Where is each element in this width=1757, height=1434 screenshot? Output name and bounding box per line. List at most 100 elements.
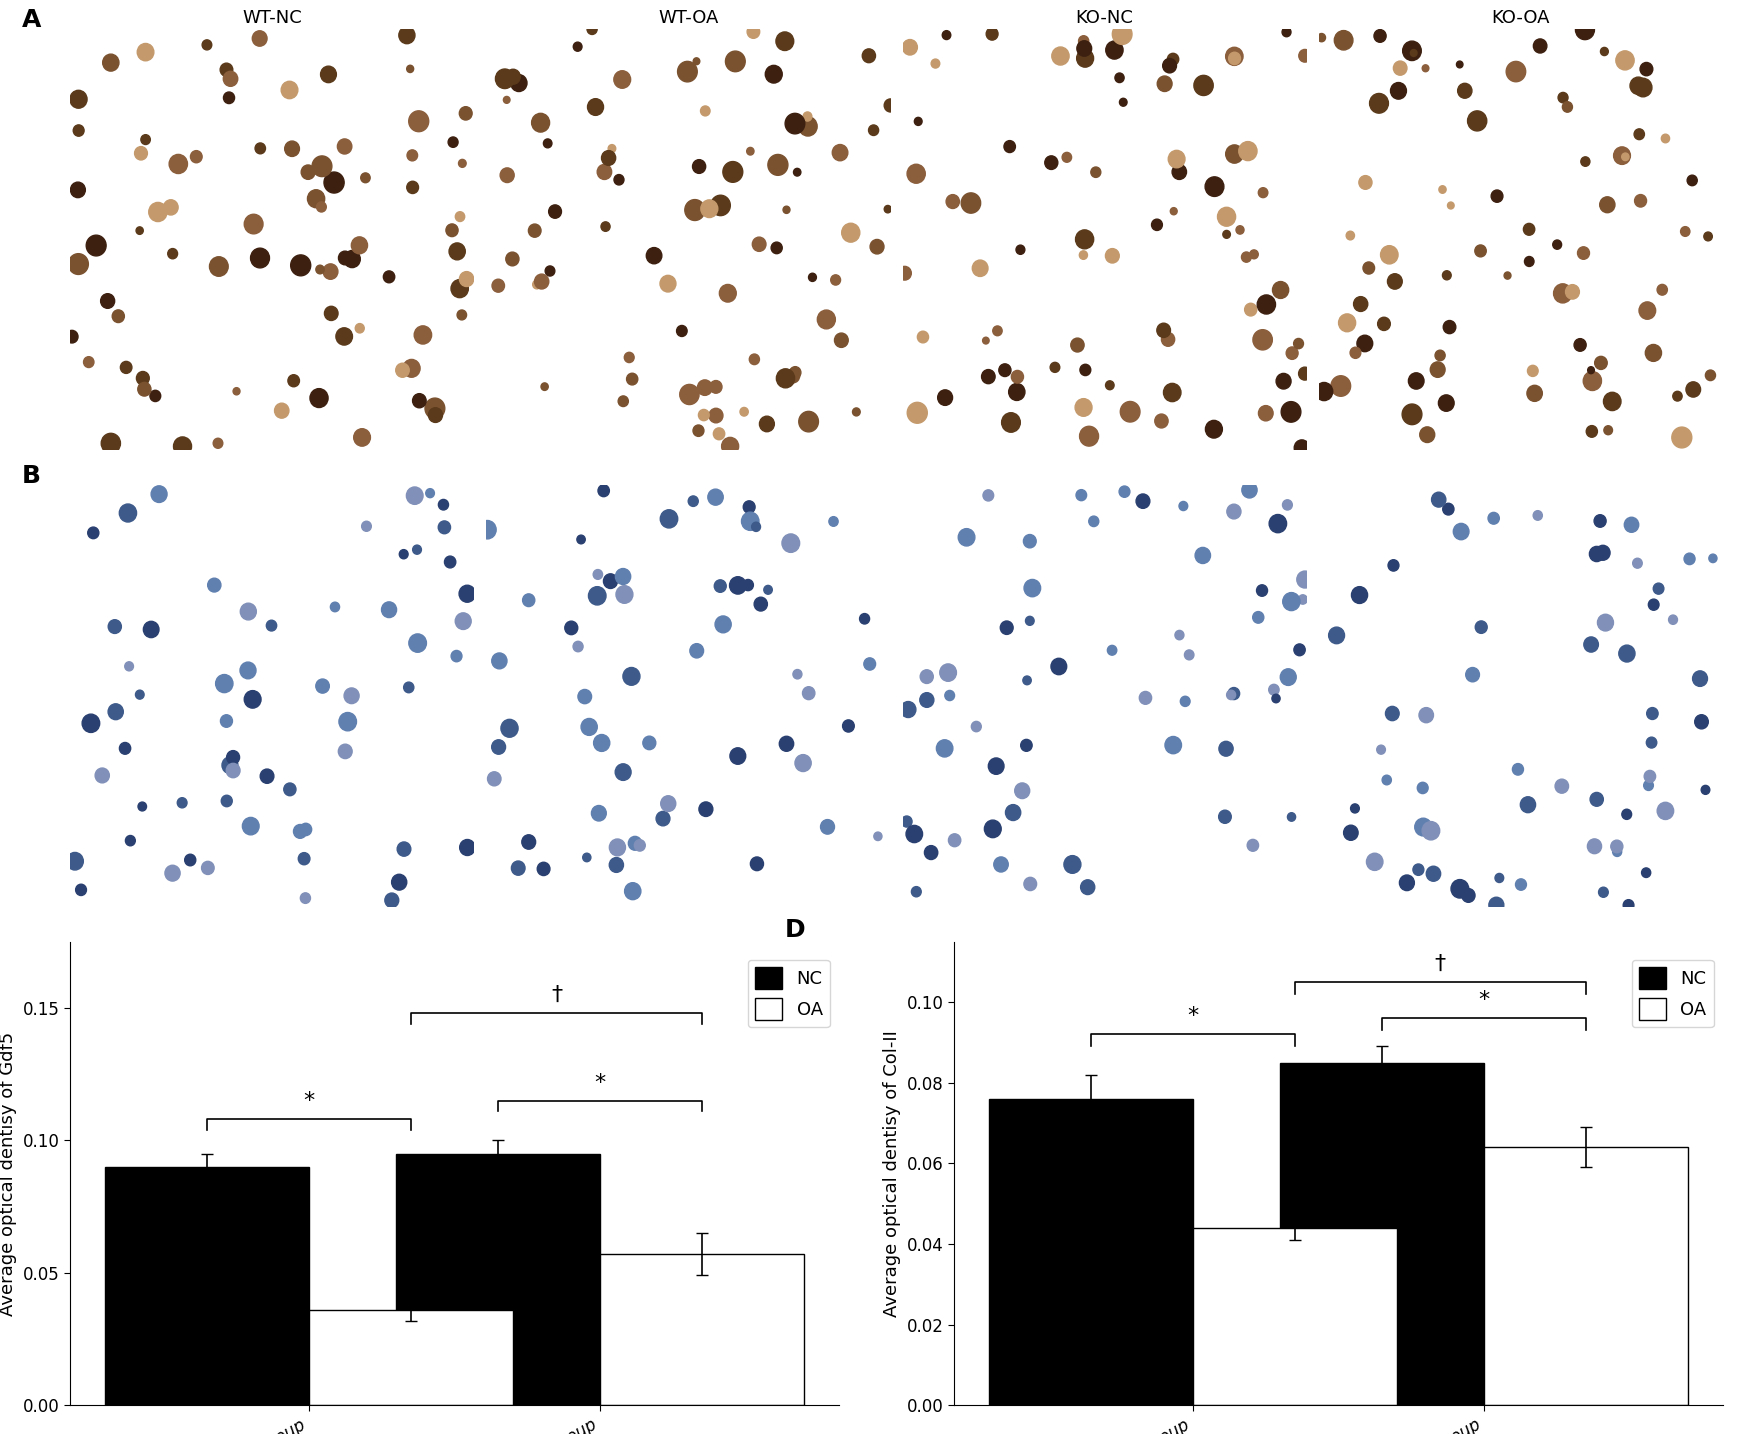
Circle shape (1701, 786, 1710, 794)
Circle shape (76, 885, 86, 895)
Circle shape (1075, 399, 1091, 416)
Circle shape (1070, 338, 1084, 351)
Circle shape (174, 437, 192, 456)
Circle shape (1240, 482, 1256, 498)
Circle shape (459, 585, 474, 602)
Circle shape (455, 212, 464, 221)
Circle shape (945, 195, 959, 208)
Circle shape (940, 664, 956, 681)
Circle shape (741, 579, 754, 591)
Circle shape (592, 569, 603, 579)
Circle shape (808, 274, 815, 281)
Circle shape (83, 714, 100, 733)
Circle shape (597, 165, 611, 179)
Circle shape (151, 486, 167, 502)
Circle shape (661, 509, 678, 528)
Circle shape (353, 429, 371, 446)
Circle shape (100, 294, 114, 308)
Circle shape (1244, 303, 1256, 315)
Circle shape (95, 769, 109, 783)
Circle shape (590, 806, 606, 822)
Circle shape (1362, 262, 1374, 274)
Circle shape (506, 69, 520, 85)
Circle shape (1390, 83, 1406, 99)
Circle shape (1283, 500, 1291, 511)
Text: A: A (21, 7, 40, 32)
Circle shape (149, 202, 167, 222)
Circle shape (1342, 825, 1358, 840)
Circle shape (1652, 584, 1662, 594)
Circle shape (478, 521, 495, 539)
Circle shape (1645, 344, 1660, 361)
Circle shape (741, 512, 759, 531)
Circle shape (223, 72, 237, 86)
Circle shape (1634, 129, 1643, 139)
Circle shape (408, 110, 429, 132)
Circle shape (1174, 631, 1182, 640)
Circle shape (1297, 571, 1312, 588)
Circle shape (1694, 714, 1708, 728)
Circle shape (1358, 175, 1370, 189)
Circle shape (982, 337, 989, 344)
Circle shape (1044, 156, 1058, 169)
Circle shape (1587, 839, 1601, 853)
Circle shape (399, 27, 415, 43)
Circle shape (234, 387, 241, 394)
Circle shape (548, 205, 560, 218)
Circle shape (961, 192, 980, 214)
Circle shape (1281, 27, 1290, 37)
Circle shape (1643, 770, 1655, 783)
Circle shape (288, 374, 299, 387)
Circle shape (1421, 65, 1428, 72)
Circle shape (821, 820, 835, 835)
Circle shape (1385, 707, 1399, 721)
Circle shape (1407, 373, 1423, 389)
Circle shape (1286, 347, 1297, 360)
Circle shape (506, 252, 518, 265)
Circle shape (406, 65, 413, 73)
Circle shape (492, 280, 504, 293)
Circle shape (265, 619, 276, 631)
Circle shape (1249, 250, 1258, 258)
Circle shape (936, 740, 952, 757)
Circle shape (1442, 321, 1455, 334)
Circle shape (803, 112, 812, 120)
Circle shape (1051, 47, 1068, 65)
Circle shape (680, 384, 699, 404)
Circle shape (627, 836, 641, 850)
Circle shape (69, 254, 88, 274)
Circle shape (1641, 868, 1650, 878)
Circle shape (1683, 554, 1694, 565)
Circle shape (613, 70, 631, 89)
Circle shape (764, 66, 782, 83)
Circle shape (1165, 737, 1181, 754)
Circle shape (1402, 42, 1420, 60)
Circle shape (1163, 383, 1181, 402)
Circle shape (689, 644, 703, 658)
Bar (309, 1309, 513, 1405)
Title: KO-NC: KO-NC (1075, 9, 1133, 27)
Circle shape (220, 714, 232, 727)
Circle shape (1645, 737, 1655, 749)
Circle shape (1594, 357, 1606, 370)
Circle shape (184, 855, 195, 866)
Circle shape (589, 587, 606, 605)
Circle shape (1298, 367, 1311, 380)
Circle shape (522, 594, 534, 607)
Circle shape (1107, 645, 1116, 655)
Circle shape (251, 248, 269, 268)
Circle shape (283, 783, 295, 796)
Circle shape (1638, 303, 1655, 320)
Circle shape (601, 151, 615, 165)
Circle shape (708, 409, 722, 423)
Circle shape (307, 189, 325, 208)
Y-axis label: Average optical dentisy of Col-II: Average optical dentisy of Col-II (882, 1030, 901, 1316)
Circle shape (1061, 152, 1072, 162)
Circle shape (615, 764, 631, 780)
Text: *: * (304, 1091, 315, 1111)
Circle shape (402, 360, 420, 377)
Circle shape (610, 839, 625, 856)
Circle shape (1523, 224, 1534, 235)
Circle shape (163, 199, 177, 215)
Circle shape (798, 412, 819, 432)
